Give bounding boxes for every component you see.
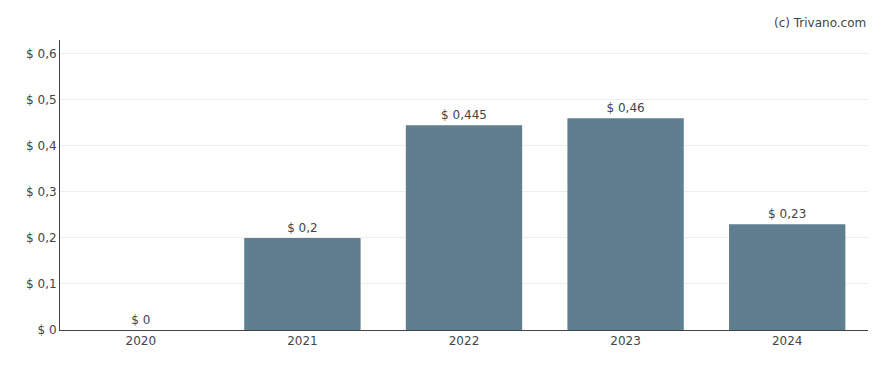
svg-text:$ 0,6: $ 0,6: [26, 47, 57, 61]
svg-text:2022: 2022: [449, 334, 480, 348]
svg-text:2024: 2024: [772, 334, 803, 348]
svg-text:$ 0,46: $ 0,46: [607, 101, 645, 115]
svg-text:$ 0,1: $ 0,1: [26, 277, 57, 291]
svg-text:$ 0,3: $ 0,3: [26, 185, 57, 199]
svg-text:$ 0,445: $ 0,445: [441, 108, 487, 122]
svg-text:2021: 2021: [287, 334, 318, 348]
svg-text:$ 0,2: $ 0,2: [26, 231, 57, 245]
svg-text:2020: 2020: [126, 334, 157, 348]
svg-text:$ 0,5: $ 0,5: [26, 93, 57, 107]
svg-text:$ 0: $ 0: [38, 323, 57, 337]
svg-text:$ 0,4: $ 0,4: [26, 139, 57, 153]
svg-text:2023: 2023: [610, 334, 641, 348]
svg-text:(c) Trivano.com: (c) Trivano.com: [774, 16, 866, 30]
svg-text:$ 0: $ 0: [131, 313, 150, 327]
svg-text:$ 0,2: $ 0,2: [287, 221, 318, 235]
svg-text:$ 0,23: $ 0,23: [768, 207, 806, 221]
